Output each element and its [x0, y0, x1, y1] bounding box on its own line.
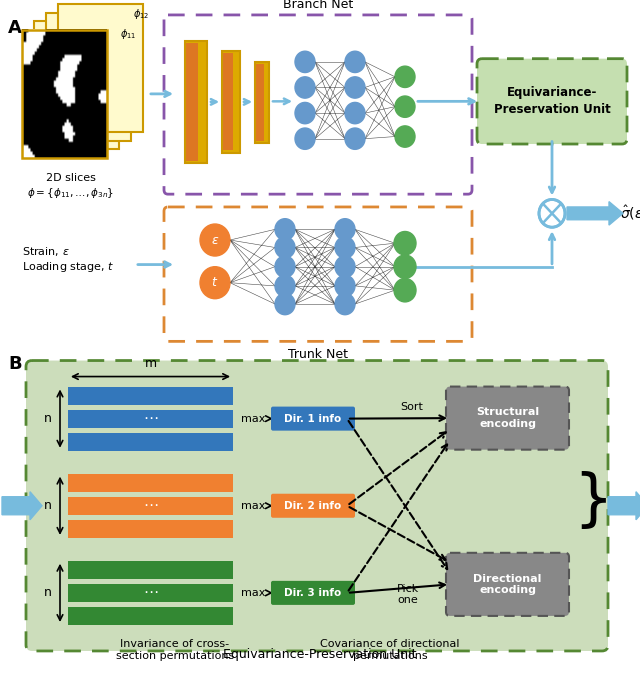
Text: Equivariance-Preservation Unit: Equivariance-Preservation Unit [223, 648, 417, 661]
Bar [68, 410, 233, 428]
FancyArrow shape [2, 492, 42, 520]
Bar [68, 561, 233, 579]
Circle shape [345, 128, 365, 150]
Text: $\phi_{12}$: $\phi_{12}$ [133, 7, 149, 22]
Circle shape [295, 102, 315, 124]
Circle shape [275, 219, 295, 240]
Text: Trunk Net: Trunk Net [288, 348, 348, 361]
Text: $\varepsilon$: $\varepsilon$ [211, 234, 219, 246]
Text: m: m [145, 357, 157, 370]
FancyBboxPatch shape [271, 581, 355, 605]
Text: n: n [44, 586, 52, 599]
Text: }: } [573, 471, 612, 531]
FancyBboxPatch shape [271, 407, 355, 431]
FancyBboxPatch shape [26, 361, 608, 651]
Text: max: max [241, 588, 266, 598]
Circle shape [275, 237, 295, 258]
Text: max: max [241, 414, 266, 424]
Circle shape [395, 126, 415, 147]
Circle shape [395, 66, 415, 87]
Text: Dir. 2 info: Dir. 2 info [284, 501, 342, 510]
Text: n: n [44, 499, 52, 512]
Circle shape [395, 96, 415, 117]
Text: B: B [8, 355, 22, 372]
Text: Equivariance-
Preservation Unit: Equivariance- Preservation Unit [493, 87, 611, 116]
Text: Dir. 3 info: Dir. 3 info [284, 588, 342, 598]
Text: $t$: $t$ [211, 276, 219, 289]
Circle shape [335, 237, 355, 258]
Bar [22, 30, 107, 158]
Text: Directional
encoding: Directional encoding [474, 573, 541, 595]
Text: Pick
one: Pick one [397, 584, 419, 605]
Circle shape [275, 293, 295, 315]
Circle shape [200, 267, 230, 299]
Text: n: n [44, 412, 52, 425]
Circle shape [335, 219, 355, 240]
Bar [185, 41, 207, 163]
Text: Strain, $\varepsilon$: Strain, $\varepsilon$ [22, 245, 70, 258]
Circle shape [275, 256, 295, 278]
Bar [68, 433, 233, 451]
FancyArrow shape [608, 492, 640, 520]
Circle shape [335, 276, 355, 297]
Text: ⋯: ⋯ [143, 411, 158, 426]
Text: Dir. 1 info: Dir. 1 info [284, 414, 342, 424]
Circle shape [394, 232, 416, 255]
FancyBboxPatch shape [477, 59, 627, 144]
FancyArrow shape [567, 202, 623, 225]
Circle shape [539, 200, 565, 227]
Bar [58, 4, 143, 132]
FancyBboxPatch shape [446, 553, 569, 616]
FancyBboxPatch shape [446, 387, 569, 450]
Text: $\phi = \{\phi_{11},\ldots,\phi_{3n}\}$: $\phi = \{\phi_{11},\ldots,\phi_{3n}\}$ [27, 185, 114, 200]
Circle shape [394, 255, 416, 278]
Text: Branch Net: Branch Net [283, 0, 353, 11]
Text: A: A [8, 19, 22, 37]
Circle shape [275, 276, 295, 297]
Text: ⋯: ⋯ [143, 498, 158, 513]
Bar [68, 387, 233, 405]
Circle shape [295, 51, 315, 72]
Bar [68, 607, 233, 625]
Text: Structural
encoding: Structural encoding [476, 408, 539, 429]
Circle shape [200, 224, 230, 256]
Text: $\hat{\sigma}(\varepsilon)$: $\hat{\sigma}(\varepsilon)$ [620, 204, 640, 223]
Bar [34, 22, 119, 150]
Bar [68, 474, 233, 492]
Text: $\phi_{1n}$: $\phi_{1n}$ [146, 0, 163, 2]
FancyBboxPatch shape [271, 494, 355, 518]
Bar [186, 43, 198, 161]
Text: $\phi_{11}$: $\phi_{11}$ [120, 26, 136, 41]
Text: Sort: Sort [400, 401, 423, 412]
Text: ⋯: ⋯ [143, 586, 158, 600]
Bar [222, 51, 240, 152]
Bar [68, 497, 233, 515]
Bar [256, 64, 264, 141]
Bar [68, 520, 233, 538]
Circle shape [345, 77, 365, 98]
Circle shape [394, 278, 416, 302]
Text: Covariance of directional
permutations: Covariance of directional permutations [320, 639, 460, 661]
Circle shape [295, 77, 315, 98]
Circle shape [295, 128, 315, 150]
Circle shape [345, 51, 365, 72]
Text: Loading stage, $t$: Loading stage, $t$ [22, 260, 115, 274]
Text: max: max [241, 501, 266, 510]
Bar [46, 13, 131, 141]
Circle shape [335, 293, 355, 315]
Text: Invariance of cross-
section permutations: Invariance of cross- section permutation… [116, 639, 234, 661]
Circle shape [345, 102, 365, 124]
Bar [223, 53, 233, 150]
Bar [68, 584, 233, 602]
Text: 2D slices: 2D slices [45, 173, 95, 183]
Circle shape [335, 256, 355, 278]
Bar [255, 62, 269, 143]
